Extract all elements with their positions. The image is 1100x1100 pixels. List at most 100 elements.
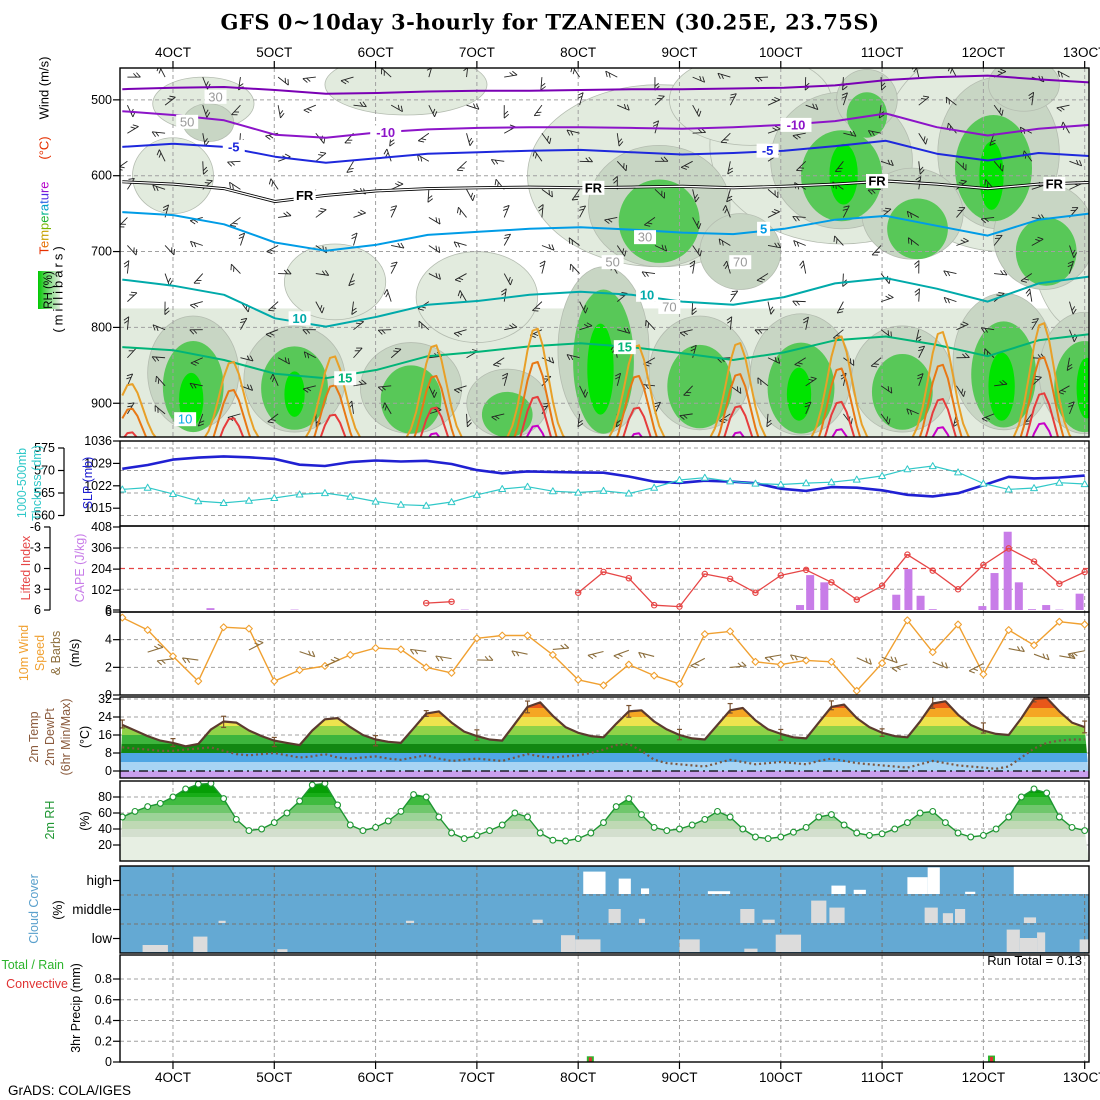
svg-text:204: 204	[91, 562, 112, 576]
svg-text:0.6: 0.6	[95, 993, 112, 1007]
svg-text:60: 60	[98, 806, 112, 820]
rh-legend-label: RH (%)	[43, 271, 56, 309]
cloud-bar-high	[640, 888, 650, 894]
cape-bar	[904, 569, 913, 610]
svg-text:1022: 1022	[84, 479, 112, 493]
rh-legend-box: RH (%)	[38, 271, 60, 309]
svg-text:6: 6	[34, 603, 41, 617]
dewpoint-line	[122, 738, 1085, 770]
svg-text:8OCT: 8OCT	[560, 1070, 596, 1085]
svg-text:560: 560	[34, 509, 55, 523]
cape-bar	[1003, 531, 1012, 610]
svg-text:2: 2	[105, 660, 112, 674]
svg-text:570: 570	[34, 464, 55, 478]
svg-text:10: 10	[178, 412, 192, 427]
svg-text:30: 30	[208, 89, 222, 104]
cloud-bar-middle	[1023, 917, 1037, 923]
svg-text:FR: FR	[868, 174, 886, 189]
svg-text:-3: -3	[30, 541, 41, 555]
svg-text:10OCT: 10OCT	[759, 45, 803, 60]
cloud-bar-middle	[955, 909, 966, 923]
svg-text:20: 20	[98, 838, 112, 852]
cape-bar	[1014, 582, 1023, 610]
svg-text:0: 0	[105, 764, 112, 778]
svg-text:10OCT: 10OCT	[759, 1070, 803, 1085]
svg-text:6OCT: 6OCT	[358, 45, 394, 60]
svg-text:40: 40	[98, 822, 112, 836]
cloud-bar-high	[965, 891, 976, 894]
svg-text:6: 6	[105, 605, 112, 619]
svg-text:FR: FR	[296, 188, 314, 203]
svg-text:6: 6	[105, 603, 112, 617]
svg-text:0: 0	[105, 688, 112, 702]
svg-text:32: 32	[98, 692, 112, 706]
cloud-bar-middle	[924, 907, 938, 923]
svg-text:80: 80	[98, 790, 112, 804]
cloud-bar-high	[1013, 866, 1089, 894]
cape-bar	[806, 575, 815, 610]
svg-text:-5: -5	[762, 143, 774, 158]
svg-text:0.4: 0.4	[95, 1014, 112, 1028]
upper-air-contour-labels: -10 -10 -5 -5 FR FR FR FR 5 10 10 15 15 30 50 30 50 70 70 1…	[174, 89, 1066, 427]
svg-text:1015: 1015	[84, 501, 112, 515]
precip-convective-bar	[588, 1057, 592, 1062]
svg-text:30: 30	[638, 230, 652, 245]
cloud-bar-middle	[811, 900, 827, 923]
cloud-bar-middle	[740, 909, 755, 923]
cape-bar	[928, 609, 937, 610]
svg-text:565: 565	[34, 486, 55, 500]
svg-text:306: 306	[91, 541, 112, 555]
axis-ticks-labels: 5006007008009001036102910221015575570565…	[30, 45, 1100, 1085]
slp-line	[122, 455, 1085, 498]
svg-text:FR: FR	[1046, 177, 1064, 192]
cloud-bar-low	[193, 936, 208, 952]
cloud-bar-middle	[532, 919, 543, 923]
svg-text:70: 70	[733, 255, 747, 270]
upper-air-rh-shading	[120, 68, 1089, 437]
svg-text:1029: 1029	[84, 456, 112, 470]
wind10m-panel	[120, 613, 1089, 695]
svg-text:-6: -6	[30, 520, 41, 534]
svg-text:4OCT: 4OCT	[155, 45, 191, 60]
svg-text:11OCT: 11OCT	[861, 1070, 904, 1085]
cloud-bar-high	[707, 891, 731, 894]
svg-text:-5: -5	[228, 139, 240, 154]
svg-text:15: 15	[618, 340, 632, 355]
svg-text:500: 500	[91, 93, 112, 107]
svg-text:5OCT: 5OCT	[256, 45, 292, 60]
svg-text:800: 800	[91, 320, 112, 334]
upper-air-wind-barbs	[120, 68, 1083, 428]
cloud-bar-middle	[829, 907, 845, 923]
svg-text:8OCT: 8OCT	[560, 45, 596, 60]
cloud-bar-high	[831, 885, 846, 894]
cape-bar	[916, 595, 925, 610]
cloud-bar-low	[575, 939, 601, 952]
svg-text:0.2: 0.2	[95, 1034, 112, 1048]
cloud-bar-low	[744, 948, 758, 952]
svg-text:8: 8	[105, 746, 112, 760]
svg-text:50: 50	[180, 114, 194, 129]
cloud-bar-low	[1079, 939, 1089, 952]
svg-text:5: 5	[760, 221, 767, 236]
svg-text:4: 4	[105, 633, 112, 647]
cape-bar	[796, 605, 805, 610]
cloud-bar-middle	[638, 918, 646, 923]
cloud-bar-high	[583, 871, 606, 894]
svg-text:10: 10	[292, 311, 306, 326]
cloud-bar-low	[560, 935, 576, 952]
legend-convective: Convective	[6, 977, 68, 991]
cloud-bar-low	[142, 945, 168, 952]
cape-bar	[820, 582, 829, 610]
cloud-cover-panel	[142, 866, 1089, 952]
cape-bar	[1075, 593, 1084, 610]
svg-text:5OCT: 5OCT	[256, 1070, 292, 1085]
svg-text:7OCT: 7OCT	[459, 45, 495, 60]
svg-text:3: 3	[34, 582, 41, 596]
svg-text:900: 900	[91, 396, 112, 410]
precip-panel	[586, 1055, 995, 1062]
svg-text:high: high	[86, 873, 112, 888]
temp-line	[121, 697, 1086, 748]
slp-thickness-panel	[120, 455, 1089, 509]
cloud-bar-high	[618, 878, 631, 894]
svg-text:12OCT: 12OCT	[962, 45, 1006, 60]
